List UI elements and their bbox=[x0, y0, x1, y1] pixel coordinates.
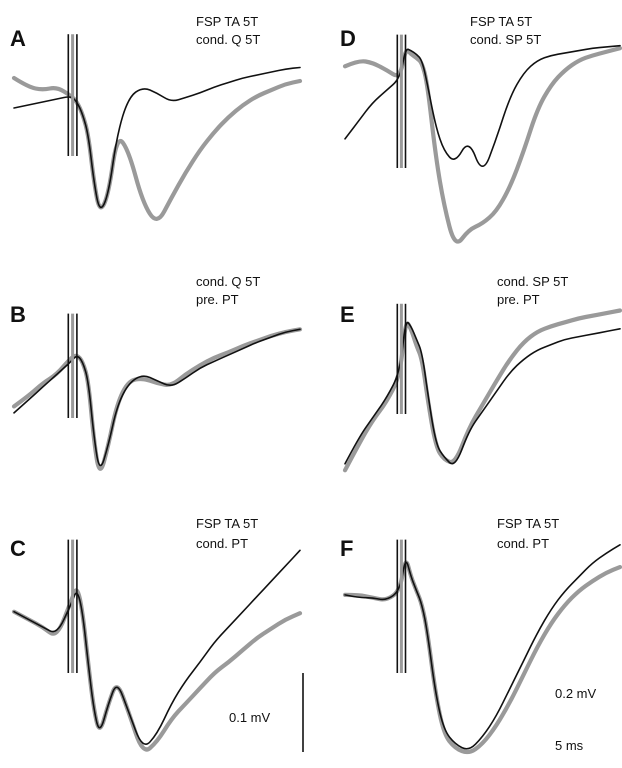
panel-f-plot bbox=[342, 539, 622, 755]
panel-b-plot bbox=[11, 313, 303, 471]
trace-e-gray bbox=[342, 308, 622, 473]
panel-d-label-line-1: FSP TA 5T bbox=[470, 14, 532, 29]
panel-f: F FSP TA 5T cond. PT 0.2 mV 5 ms bbox=[340, 516, 622, 755]
scale-label-f-voltage: 0.2 mV bbox=[555, 686, 597, 701]
panel-b-label-line-1: cond. Q 5T bbox=[196, 274, 260, 289]
panel-d-label-line-2: cond. SP 5T bbox=[470, 32, 541, 47]
panel-e-plot bbox=[342, 303, 622, 473]
panel-letter-e: E bbox=[340, 302, 355, 327]
panel-c: C FSP TA 5T cond. PT 0.1 mV bbox=[10, 516, 304, 752]
trace-f-gray bbox=[342, 560, 622, 755]
scale-label-c-voltage: 0.1 mV bbox=[229, 710, 271, 725]
panel-b: B cond. Q 5T pre. PT bbox=[10, 274, 303, 471]
panel-a-label-line-2: cond. Q 5T bbox=[196, 32, 260, 47]
panel-e-label-line-2: pre. PT bbox=[497, 292, 540, 307]
trace-d-gray bbox=[342, 46, 622, 244]
panel-a-plot bbox=[11, 34, 303, 221]
panel-letter-a: A bbox=[10, 26, 26, 51]
panel-c-label-line-2: cond. PT bbox=[196, 536, 248, 551]
panel-d: D FSP TA 5T cond. SP 5T bbox=[340, 14, 622, 244]
panel-a-label-line-1: FSP TA 5T bbox=[196, 14, 258, 29]
panel-d-plot bbox=[342, 34, 622, 244]
scale-label-f-time: 5 ms bbox=[555, 738, 584, 753]
panel-e: E cond. SP 5T pre. PT bbox=[340, 274, 622, 473]
trace-e-black bbox=[344, 321, 621, 465]
trace-b-gray bbox=[11, 327, 303, 471]
panel-c-plot bbox=[11, 539, 303, 752]
trace-c-gray bbox=[11, 588, 303, 752]
panel-f-label-line-1: FSP TA 5T bbox=[497, 516, 559, 531]
panel-e-label-line-1: cond. SP 5T bbox=[497, 274, 568, 289]
trace-d-black bbox=[344, 44, 621, 167]
panel-letter-b: B bbox=[10, 302, 26, 327]
panel-b-label-line-2: pre. PT bbox=[196, 292, 239, 307]
panel-letter-f: F bbox=[340, 536, 353, 561]
trace-b-black bbox=[13, 328, 301, 467]
panel-a: A FSP TA 5T cond. Q 5T bbox=[10, 14, 303, 221]
trace-f-black bbox=[344, 544, 621, 750]
panel-f-label-line-2: cond. PT bbox=[497, 536, 549, 551]
panel-letter-d: D bbox=[340, 26, 356, 51]
panel-letter-c: C bbox=[10, 536, 26, 561]
panel-c-label-line-1: FSP TA 5T bbox=[196, 516, 258, 531]
